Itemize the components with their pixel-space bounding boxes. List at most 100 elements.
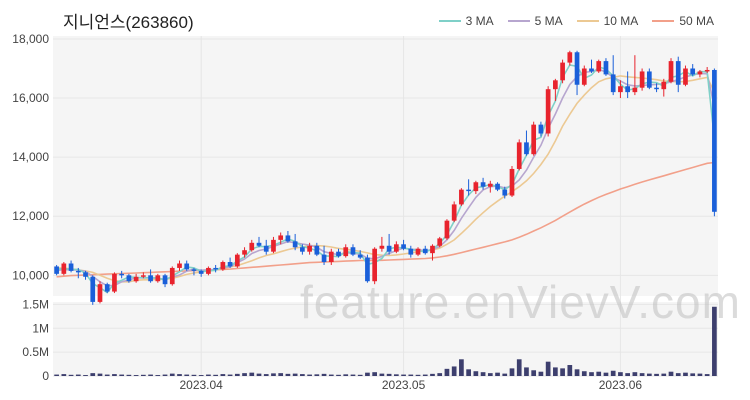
volume-bar <box>459 359 464 376</box>
candle <box>654 83 659 93</box>
volume-bar <box>603 372 609 376</box>
candle <box>480 177 486 190</box>
candle <box>560 59 565 84</box>
price-tick-label: 10,000 <box>12 268 49 282</box>
candle-body <box>191 269 197 271</box>
candle-body <box>227 262 233 267</box>
candle-body <box>307 245 312 252</box>
volume-bar <box>328 374 334 376</box>
volume-bar <box>61 374 67 376</box>
candle-body <box>646 71 652 88</box>
candle <box>169 266 175 286</box>
candle-body <box>75 270 81 273</box>
volume-bar <box>307 374 312 376</box>
volume-bar <box>531 370 537 376</box>
candle-body <box>451 204 457 221</box>
volume-bar <box>148 374 153 376</box>
volume-bar <box>683 372 688 376</box>
volume-bar <box>184 374 190 376</box>
candle-body <box>162 275 168 285</box>
volume-bar <box>704 374 710 376</box>
candle <box>516 139 522 171</box>
volume-bar <box>234 373 240 376</box>
volume-bar <box>451 366 457 376</box>
candle-body <box>126 275 132 282</box>
volume-bar <box>365 372 370 376</box>
volume-bar <box>581 371 587 376</box>
candle-body <box>589 68 594 72</box>
volume-bar <box>430 373 435 376</box>
candle-body <box>256 242 262 246</box>
candle-body <box>712 69 717 212</box>
candle-body <box>545 89 551 134</box>
legend-label-5ma: 5 MA <box>534 14 563 28</box>
legend-item-3ma: 3 MA <box>438 14 494 28</box>
candle <box>83 270 88 280</box>
candle-body <box>473 182 479 192</box>
volume-bar <box>654 373 659 376</box>
candle <box>372 247 378 285</box>
candle <box>668 58 674 84</box>
candle-body <box>697 71 703 75</box>
candle-body <box>220 262 226 270</box>
candle-body <box>596 61 602 72</box>
candle-body <box>683 68 688 85</box>
volume-bar <box>437 373 443 376</box>
candle <box>379 236 385 252</box>
candle-body <box>625 86 630 93</box>
candle <box>386 233 392 255</box>
volume-bar <box>249 372 255 376</box>
candle <box>589 59 594 73</box>
candle-body <box>343 247 349 257</box>
candle <box>314 242 320 257</box>
candle <box>198 269 204 277</box>
candle <box>126 273 132 283</box>
candle <box>133 273 139 283</box>
volume-bar <box>141 374 146 376</box>
volume-bar <box>213 374 218 376</box>
volume-bar <box>133 375 139 376</box>
candle <box>213 264 218 273</box>
candle-body <box>119 273 125 276</box>
candle <box>104 282 110 294</box>
volume-tick-label: 0 <box>42 369 49 383</box>
volume-bar <box>466 369 471 376</box>
candle-body <box>379 245 385 249</box>
legend-swatch-10ma <box>576 20 599 22</box>
legend-label-10ma: 10 MA <box>603 14 639 28</box>
candle <box>285 231 291 243</box>
candle <box>502 186 508 199</box>
volume-bar <box>589 372 594 376</box>
candle <box>697 69 703 78</box>
volume-bar <box>314 374 320 376</box>
candle-body <box>538 124 544 134</box>
price-tick-label: 14,000 <box>12 150 49 164</box>
candle-body <box>169 267 175 285</box>
candle-body <box>437 238 443 246</box>
volume-tick-label: 1M <box>32 321 49 335</box>
candle-body <box>618 86 623 93</box>
volume-bar <box>227 374 233 376</box>
legend-swatch-5ma <box>507 20 530 22</box>
candle <box>712 68 717 217</box>
volume-bar <box>104 374 110 376</box>
candle-body <box>285 235 291 242</box>
candle-body <box>704 69 710 72</box>
volume-bar <box>357 374 363 376</box>
volume-bar <box>625 373 630 376</box>
date-tick-label: 2023.05 <box>382 378 426 392</box>
volume-bar <box>401 374 406 376</box>
candle <box>393 241 399 254</box>
candle <box>567 50 573 66</box>
volume-bar <box>480 372 486 376</box>
candle-body <box>466 189 471 192</box>
candle-body <box>675 61 681 85</box>
volume-bar <box>372 372 378 376</box>
volume-bar <box>646 373 652 376</box>
volume-tick-label: 0.5M <box>22 345 49 359</box>
volume-bar <box>75 374 81 376</box>
candle-body <box>314 245 320 255</box>
candle-body <box>141 275 146 277</box>
axis-labels: 10,000 12,000 14,000 16,000 18,000 0 0.5M 1M 1.5… <box>12 32 642 392</box>
